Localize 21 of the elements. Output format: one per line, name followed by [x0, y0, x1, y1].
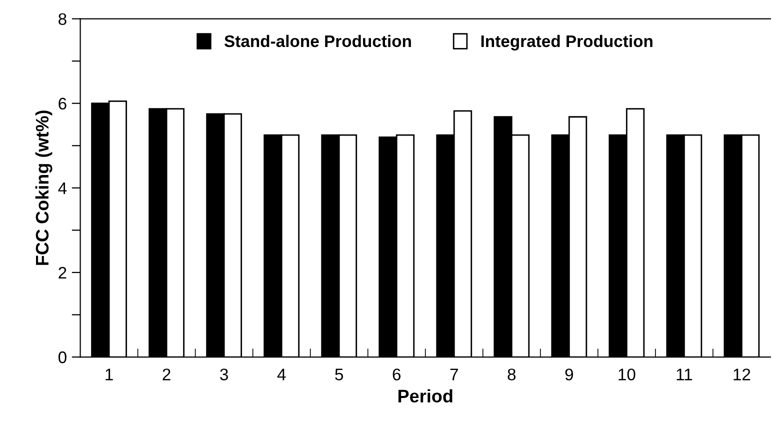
- x-tick-label: 12: [734, 368, 750, 380]
- y-tick-label: 8: [58, 13, 66, 25]
- x-axis-title: Period: [398, 389, 452, 402]
- y-tick-label: 4: [58, 182, 67, 194]
- x-tick-label: 5: [335, 368, 344, 380]
- y-tick-label: 2: [58, 266, 66, 279]
- x-tick-label: 7: [450, 368, 458, 380]
- x-tick-label: 1: [106, 368, 113, 380]
- x-tick-label: 8: [508, 368, 516, 380]
- x-tick-label: 3: [220, 368, 228, 380]
- y-tick-label: 0: [58, 351, 66, 364]
- x-tick-label: 6: [392, 368, 401, 380]
- x-tick-label: 11: [676, 368, 692, 380]
- legend-label: Integrated Production: [481, 34, 652, 50]
- x-tick-label: 9: [565, 368, 573, 380]
- y-axis-title: FCC Coking (wt%): [35, 110, 52, 265]
- y-tick-label: 6: [58, 98, 66, 110]
- legend-label: Stand-alone Production: [224, 34, 411, 48]
- x-tick-label: 2: [162, 368, 170, 380]
- x-tick-label: 10: [618, 368, 636, 380]
- x-tick-label: 4: [277, 368, 286, 380]
